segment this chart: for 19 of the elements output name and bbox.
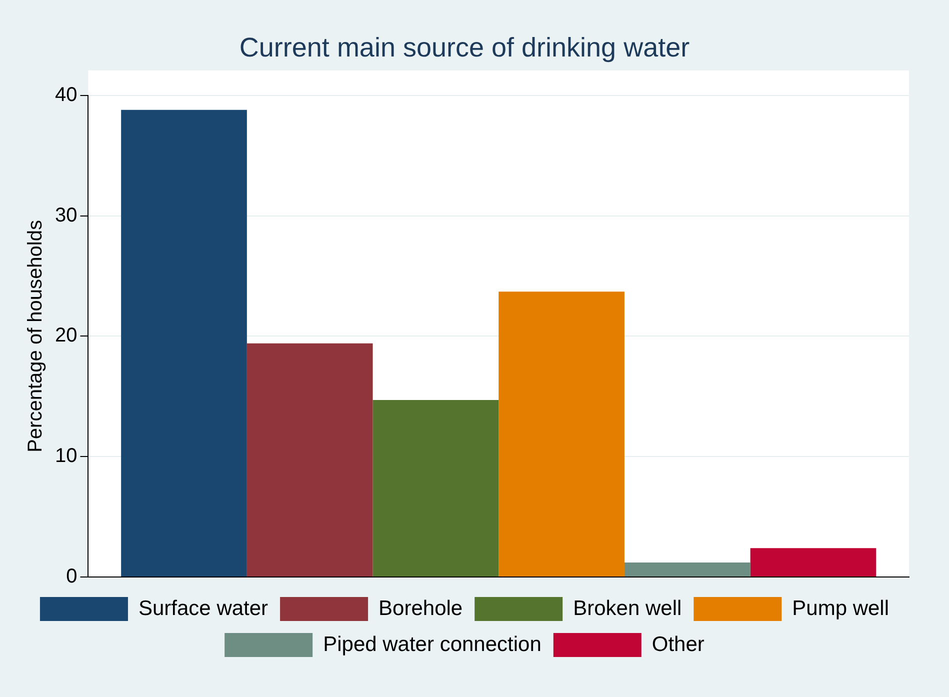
y-tick-label: 30 [54, 204, 78, 226]
bar [750, 548, 876, 576]
bar [372, 400, 499, 576]
legend-label: Borehole [378, 596, 463, 620]
bar [246, 343, 373, 576]
legend-label: Pump well [792, 596, 890, 620]
y-tick-label: 0 [66, 566, 78, 588]
bar [498, 292, 624, 576]
bar [624, 562, 750, 576]
y-axis-title: Percentage of households [24, 220, 47, 452]
legend-label: Broken well [573, 596, 682, 620]
y-tick-label: 40 [54, 84, 78, 106]
y-tick-label: 20 [54, 324, 78, 347]
chart-title: Current main source of drinking water [239, 32, 690, 63]
bar [121, 110, 247, 576]
y-tick-label: 10 [54, 445, 78, 468]
legend-label: Surface water [138, 596, 268, 620]
legend-label: Other [652, 632, 704, 656]
legend-label: Piped water connection [323, 632, 542, 656]
